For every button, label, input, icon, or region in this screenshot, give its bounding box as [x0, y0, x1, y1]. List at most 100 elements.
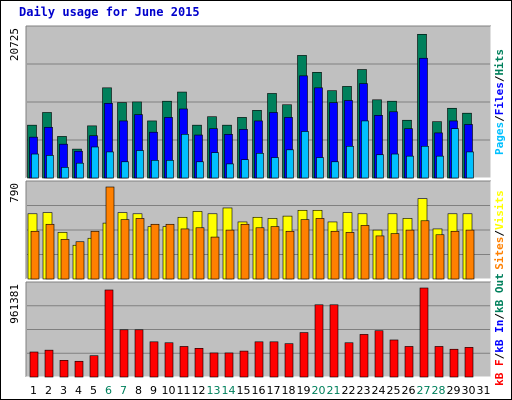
- kbytes-legend-part: /: [493, 313, 506, 320]
- kbytes-bar: [59, 360, 69, 378]
- day-label: 19: [297, 384, 311, 397]
- kbytes-bar: [89, 355, 99, 378]
- pages-bar: [376, 154, 384, 179]
- sites-bar: [195, 227, 205, 280]
- sites-bar: [150, 223, 160, 280]
- day-label: 15: [237, 384, 251, 397]
- kbytes-bar: [164, 342, 174, 378]
- hits-ymax-label: 20725: [8, 28, 21, 61]
- kbytes-bar: [344, 342, 354, 378]
- kbytes-bar: [449, 348, 459, 378]
- day-label: 10: [162, 384, 176, 397]
- pages-bar: [181, 134, 189, 179]
- kbytes-bar: [389, 339, 399, 378]
- day-label: 9: [150, 384, 157, 397]
- sites-bar: [105, 186, 115, 280]
- day-label: 27: [417, 384, 431, 397]
- kbytes-bar: [194, 348, 204, 378]
- kbytes-bar: [299, 332, 309, 378]
- day-label: 5: [90, 384, 97, 397]
- hits-legend-part: Files: [493, 82, 506, 115]
- pages-bar: [451, 128, 459, 179]
- kbytes-legend-part: /: [493, 352, 506, 359]
- visits-legend-part: /: [493, 230, 506, 237]
- sites-bar: [405, 229, 415, 280]
- kbytes-bar: [329, 304, 339, 378]
- pages-bar: [271, 157, 279, 179]
- day-label: 21: [327, 384, 341, 397]
- day-label: 23: [357, 384, 371, 397]
- day-label: 11: [177, 384, 191, 397]
- pages-bar: [331, 161, 339, 179]
- day-label: 16: [252, 384, 266, 397]
- visits-legend: Sites/Visits: [493, 190, 506, 270]
- kbytes-bar: [209, 352, 219, 378]
- sites-bar: [435, 234, 445, 280]
- hits-legend-part: Hits: [493, 49, 506, 76]
- pages-bar: [106, 151, 114, 179]
- kbytes-bar: [224, 352, 234, 378]
- day-label: 31: [477, 384, 491, 397]
- kbytes-bar: [359, 334, 369, 378]
- kbytes-bar: [419, 287, 429, 378]
- day-label: 2: [45, 384, 52, 397]
- chart-title: Daily usage for June 2015: [19, 5, 200, 19]
- sites-bar: [120, 219, 130, 280]
- visits-legend-part: Visits: [493, 190, 506, 230]
- day-label: 22: [342, 384, 356, 397]
- pages-bar: [226, 163, 234, 179]
- sites-bar: [285, 230, 295, 280]
- sites-bar: [165, 223, 175, 280]
- day-label: 4: [75, 384, 82, 397]
- day-label: 14: [222, 384, 236, 397]
- kbytes-bar: [464, 347, 474, 378]
- pages-bar: [76, 162, 84, 179]
- pages-bar: [421, 145, 429, 179]
- pages-bar: [391, 153, 399, 179]
- day-label: 17: [267, 384, 281, 397]
- pages-bar: [46, 155, 54, 179]
- sites-bar: [90, 230, 100, 280]
- kbytes-bar: [284, 343, 294, 378]
- kbytes-bar: [254, 341, 264, 378]
- hits-legend-part: /: [493, 75, 506, 82]
- sites-bar: [210, 236, 220, 280]
- hits-legend-part: /: [493, 115, 506, 122]
- sites-bar: [450, 230, 460, 280]
- hits-legend: Pages/Files/Hits: [493, 49, 506, 155]
- pages-bar: [346, 145, 354, 179]
- kbytes-bar: [119, 329, 129, 378]
- pages-bar: [436, 155, 444, 179]
- kbytes-bar: [104, 289, 114, 378]
- pages-bar: [286, 149, 294, 179]
- visits-ymax-label: 790: [8, 183, 21, 203]
- day-label: 29: [447, 384, 461, 397]
- kbytes-bar: [149, 341, 159, 378]
- pages-bar: [466, 151, 474, 179]
- sites-bar: [255, 227, 265, 280]
- kbytes-legend-part: kB In: [493, 320, 506, 353]
- kbytes-bar: [74, 360, 84, 378]
- sites-bar: [330, 230, 340, 280]
- sites-bar: [30, 230, 40, 280]
- sites-bar: [465, 229, 475, 280]
- kbytes-bar: [44, 349, 54, 378]
- day-label: 26: [402, 384, 416, 397]
- pages-bar: [241, 159, 249, 179]
- sites-bar: [345, 232, 355, 280]
- pages-bar: [196, 161, 204, 179]
- kbytes-bar: [314, 304, 324, 378]
- sites-bar: [390, 233, 400, 280]
- sites-bar: [45, 223, 55, 280]
- day-label: 8: [135, 384, 142, 397]
- day-label: 24: [372, 384, 386, 397]
- kbytes-bar: [404, 346, 414, 378]
- visits-legend-part: Sites: [493, 237, 506, 270]
- day-label: 13: [207, 384, 221, 397]
- day-label: 6: [105, 384, 112, 397]
- pages-bar: [31, 153, 39, 179]
- pages-bar: [91, 146, 99, 179]
- pages-bar: [361, 120, 369, 179]
- sites-bar: [135, 218, 145, 280]
